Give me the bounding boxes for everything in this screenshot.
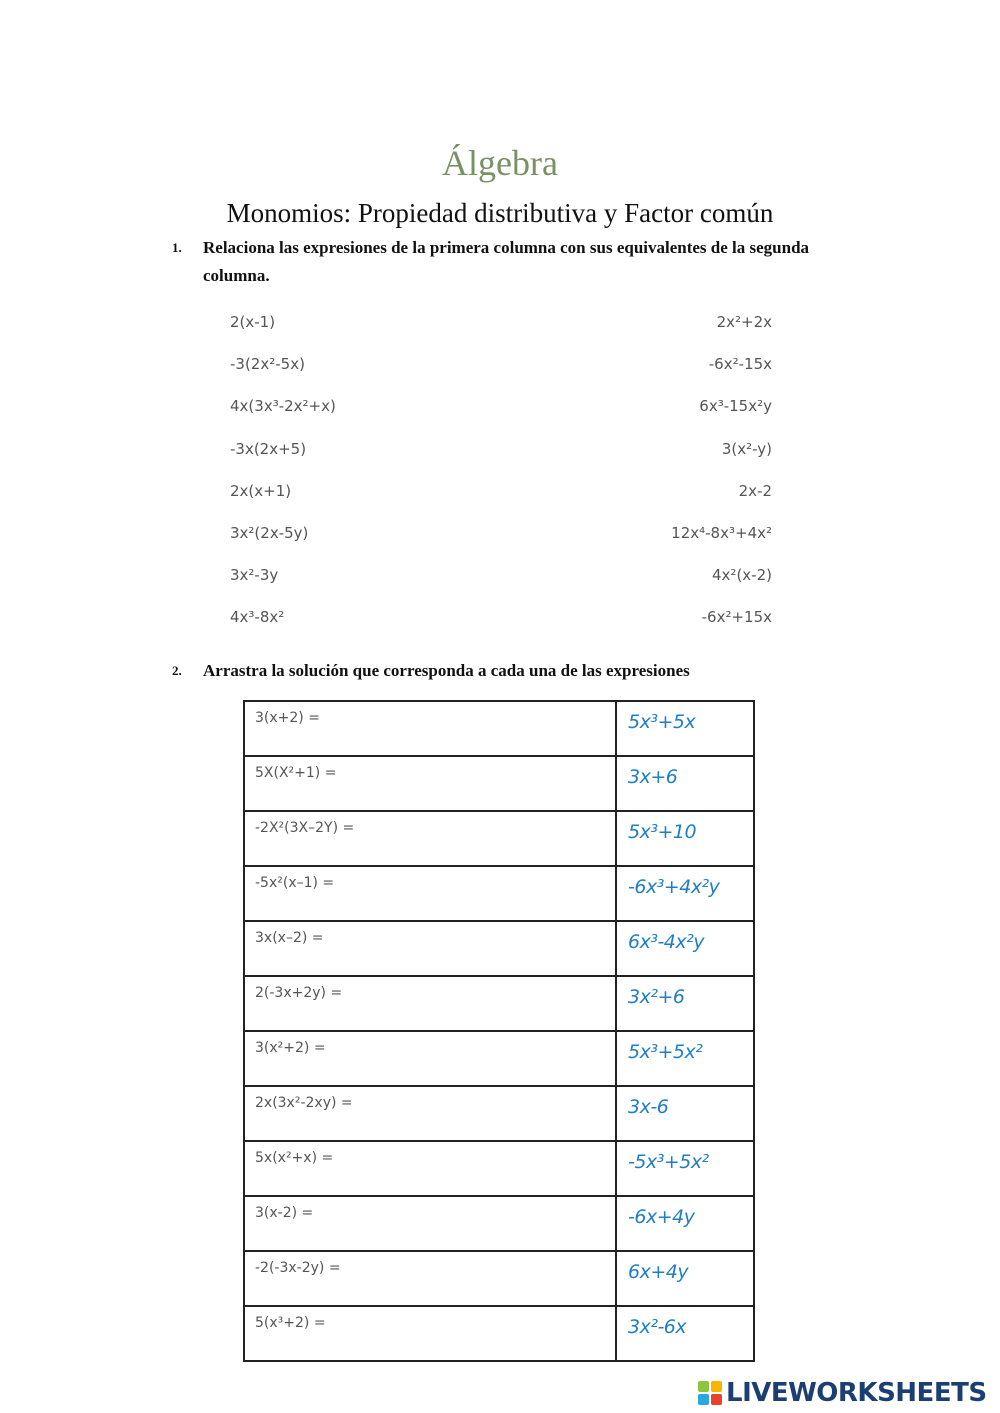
table-row: 3(x-2) = -6x+4y — [243, 1195, 755, 1252]
matching-pair: 4x³-8x² -6x²+15x — [230, 608, 772, 632]
table-row: 3x(x–2) = 6x³-4x²y — [243, 920, 755, 977]
table-row: 3(x+2) = 5x³+5x — [243, 700, 755, 757]
left-expression[interactable]: 4x³-8x² — [230, 608, 285, 627]
table-row: -5x²(x–1) = -6x³+4x²y — [243, 865, 755, 922]
expression-cell: 3x(x–2) = — [243, 920, 617, 977]
logo-text: LIVEWORKSHEETS — [726, 1378, 987, 1408]
expression-cell: 3(x+2) = — [243, 700, 617, 757]
matching-pair: -3(2x²-5x) -6x²-15x — [230, 355, 772, 379]
table-row: -2X²(3X–2Y) = 5x³+10 — [243, 810, 755, 867]
left-expression[interactable]: 3x²-3y — [230, 566, 279, 585]
answer-drop-cell[interactable]: 3x²+6 — [615, 975, 755, 1032]
expression-cell: -5x²(x–1) = — [243, 865, 617, 922]
matching-pair: 3x²(2x-5y) 12x⁴-8x³+4x² — [230, 524, 772, 548]
expression-cell: 2(-3x+2y) = — [243, 975, 617, 1032]
table-row: 5x(x²+x) = -5x³+5x² — [243, 1140, 755, 1197]
worksheet-subtitle: Monomios: Propiedad distributiva y Facto… — [226, 198, 774, 228]
left-expression[interactable]: -3(2x²-5x) — [230, 355, 305, 374]
question-1: 1. Relaciona las expresiones de la prime… — [172, 234, 842, 290]
answer-drop-cell[interactable]: 3x²-6x — [615, 1305, 755, 1362]
answer-drop-cell[interactable]: 5x³+10 — [615, 810, 755, 867]
left-expression[interactable]: 4x(3x³-2x²+x) — [230, 397, 336, 416]
expression-cell: 3(x²+2) = — [243, 1030, 617, 1087]
question-text: Relaciona las expresiones de la primera … — [203, 238, 810, 285]
left-expression[interactable]: -3x(2x+5) — [230, 439, 307, 458]
expression-cell: 5(x³+2) = — [243, 1305, 617, 1362]
worksheet-title: Álgebra — [442, 143, 558, 183]
question-2: 2. Arrastra la solución que corresponda … — [172, 657, 842, 685]
left-expression[interactable]: 2x(x+1) — [230, 481, 292, 500]
expression-cell: 5x(x²+x) = — [243, 1140, 617, 1197]
answer-drop-cell[interactable]: 5x³+5x — [615, 700, 755, 757]
right-expression[interactable]: 2x-2 — [738, 481, 772, 500]
answer-drop-cell[interactable]: 3x-6 — [615, 1085, 755, 1142]
matching-pair: 3x²-3y 4x²(x-2) — [230, 566, 772, 590]
expression-cell: 3(x-2) = — [243, 1195, 617, 1252]
liveworksheets-logo: LIVEWORKSHEETS — [698, 1378, 987, 1408]
right-expression[interactable]: -6x²-15x — [708, 355, 772, 374]
expression-cell: 2x(3x²-2xy) = — [243, 1085, 617, 1142]
answer-drop-cell[interactable]: -6x+4y — [615, 1195, 755, 1252]
answer-drop-cell[interactable]: 6x+4y — [615, 1250, 755, 1307]
table-row: -2(-3x-2y) = 6x+4y — [243, 1250, 755, 1307]
table-row: 5(x³+2) = 3x²-6x — [243, 1305, 755, 1362]
right-expression[interactable]: 2x²+2x — [716, 313, 772, 331]
question-number: 2. — [172, 663, 182, 678]
table-row: 3(x²+2) = 5x³+5x² — [243, 1030, 755, 1087]
expression-cell: 5X(X²+1) = — [243, 755, 617, 812]
right-expression[interactable]: 4x²(x-2) — [712, 566, 772, 585]
answer-drop-cell[interactable]: -6x³+4x²y — [615, 865, 755, 922]
right-expression[interactable]: 12x⁴-8x³+4x² — [671, 524, 772, 542]
expression-cell: -2(-3x-2y) = — [243, 1250, 617, 1307]
answer-table: 3(x+2) = 5x³+5x 5X(X²+1) = 3x+6 -2X²(3X–2Y) … — [243, 700, 755, 1362]
answer-drop-cell[interactable]: 5x³+5x² — [615, 1030, 755, 1087]
left-expression[interactable]: 2(x-1) — [230, 313, 276, 331]
matching-pair: 2(x-1) 2x²+2x — [230, 313, 772, 337]
answer-drop-cell[interactable]: 6x³-4x²y — [615, 920, 755, 977]
left-expression[interactable]: 3x²(2x-5y) — [230, 524, 309, 542]
matching-pair: -3x(2x+5) 3(x²-y) — [230, 440, 772, 464]
question-number: 1. — [172, 240, 182, 255]
expression-cell: -2X²(3X–2Y) = — [243, 810, 617, 867]
table-row: 2(-3x+2y) = 3x²+6 — [243, 975, 755, 1032]
table-row: 2x(3x²-2xy) = 3x-6 — [243, 1085, 755, 1142]
answer-drop-cell[interactable]: -5x³+5x² — [615, 1140, 755, 1197]
table-row: 5X(X²+1) = 3x+6 — [243, 755, 755, 812]
right-expression[interactable]: 3(x²-y) — [721, 439, 772, 458]
matching-pair: 4x(3x³-2x²+x) 6x³-15x²y — [230, 397, 772, 421]
matching-pair: 2x(x+1) 2x-2 — [230, 482, 772, 506]
answer-drop-cell[interactable]: 3x+6 — [615, 755, 755, 812]
logo-blocks-icon — [698, 1381, 722, 1405]
right-expression[interactable]: -6x²+15x — [701, 608, 772, 627]
right-expression[interactable]: 6x³-15x²y — [699, 397, 772, 416]
question-text: Arrastra la solución que corresponda a c… — [203, 661, 690, 680]
